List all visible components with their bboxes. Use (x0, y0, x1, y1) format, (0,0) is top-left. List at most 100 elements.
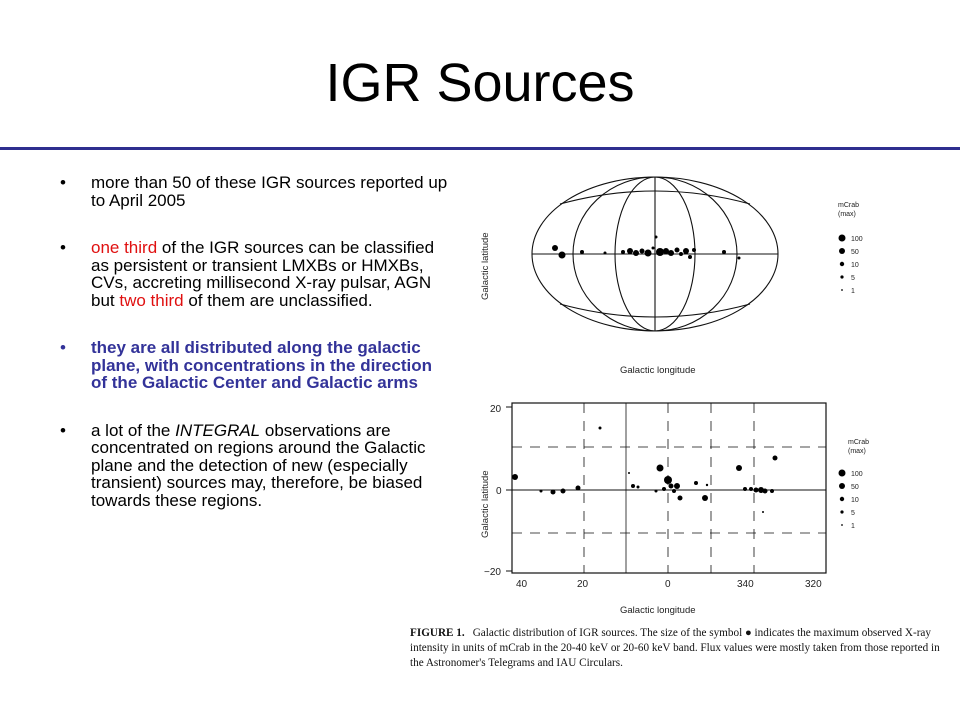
source-point (679, 252, 683, 256)
source-point (683, 248, 689, 254)
legend-value: 50 (851, 484, 859, 491)
x-tick-label: 320 (805, 579, 822, 590)
source-point (663, 248, 669, 254)
top-xlabel: Galactic longitude (620, 365, 696, 376)
bullet-dot: • (60, 173, 66, 192)
y-tick-label: 0 (496, 486, 502, 497)
legend-value: 1 (851, 288, 855, 295)
legend-mark (838, 234, 846, 242)
source-point (705, 483, 709, 487)
bottom-ylabel: Galactic latitude (480, 470, 491, 538)
source-point (654, 235, 658, 239)
source-point (692, 248, 696, 252)
source-point (758, 487, 764, 493)
y-tick-label: −20 (484, 567, 501, 578)
legend-value: 5 (851, 275, 855, 282)
legend-value: 1 (851, 523, 855, 530)
legend-mark (838, 469, 846, 477)
bullet-item: • more than 50 of these IGR sources repo… (56, 174, 448, 209)
source-point (753, 487, 759, 493)
source-point (603, 251, 607, 255)
source-point (656, 464, 664, 472)
bottom-legend: mCrab (max) 100 50 10 5 1 (838, 439, 869, 530)
source-point (627, 248, 633, 254)
source-point (560, 488, 566, 494)
source-point (688, 255, 692, 259)
source-point (639, 248, 645, 254)
source-point (598, 426, 602, 430)
top-sources (552, 235, 741, 260)
y-tick-label: 20 (490, 404, 502, 415)
bullet-text: observations are concentrated on regions… (91, 420, 426, 510)
source-point (762, 511, 764, 513)
source-point (512, 474, 518, 480)
source-point (674, 247, 680, 253)
bullet-text: of them are unclassified. (183, 290, 373, 310)
highlight-red: two third (119, 290, 184, 310)
source-point (770, 489, 774, 493)
bullet-text: more than 50 of these IGR sources report… (91, 173, 448, 210)
source-point (552, 245, 558, 251)
legend-sub: (max) (838, 211, 856, 218)
legend-sub: (max) (848, 448, 866, 455)
bullet-list: • more than 50 of these IGR sources repo… (56, 174, 448, 527)
source-point (743, 487, 747, 491)
source-point (539, 489, 543, 493)
highlight-red: one third (91, 238, 158, 257)
x-tick-label: 20 (577, 579, 589, 590)
integral-italic: INTEGRAL (175, 420, 261, 440)
source-point (628, 472, 630, 474)
legend-value: 10 (851, 497, 859, 504)
source-point (749, 487, 753, 491)
legend-mark (839, 496, 845, 502)
bullet-text: a lot of the (91, 420, 176, 440)
source-point (772, 455, 778, 461)
x-tick-label: 340 (737, 579, 754, 590)
bottom-xlabel: Galactic longitude (620, 605, 696, 616)
bullet-text: of the IGR sources can be classified as … (91, 238, 435, 310)
legend-mark (839, 483, 845, 489)
source-point (702, 495, 708, 501)
caption-label: FIGURE 1. (410, 627, 465, 639)
source-point (737, 256, 741, 260)
source-point (558, 251, 566, 259)
slide-title: IGR Sources (325, 53, 635, 113)
x-tick-label: 0 (665, 579, 671, 590)
legend-value: 50 (851, 249, 859, 256)
bullet-text: they are all distributed along the galac… (91, 338, 432, 392)
x-tick-label: 40 (516, 579, 528, 590)
source-point (736, 465, 742, 471)
source-point (762, 488, 768, 494)
source-point (651, 246, 655, 250)
bullet-item: • a lot of the INTEGRAL observations are… (56, 420, 448, 510)
bottom-sources (512, 426, 778, 513)
source-point (633, 250, 639, 256)
bullet-item: • they are all distributed along the gal… (56, 339, 448, 392)
legend-mark (839, 261, 845, 267)
source-point (644, 249, 652, 257)
source-point (636, 485, 640, 489)
source-point (575, 485, 581, 491)
bullet-dot: • (60, 420, 66, 440)
top-legend: mCrab (max) 100 50 10 5 1 (838, 202, 863, 295)
aitoff-map (531, 176, 779, 332)
source-point (664, 476, 672, 484)
source-point (621, 250, 625, 254)
top-ylabel: Galactic latitude (480, 232, 491, 300)
source-point (654, 489, 658, 493)
source-point (668, 250, 674, 256)
legend-mark (839, 248, 845, 254)
title-divider (0, 147, 960, 150)
figure-caption: FIGURE 1. Galactic distribution of IGR so… (410, 626, 940, 671)
source-point (656, 248, 664, 256)
caption-text: Galactic distribution of IGR sources. Th… (410, 627, 940, 669)
source-point (672, 489, 676, 493)
source-point (668, 483, 674, 489)
legend-mark (840, 510, 844, 514)
bullet-dot: • (60, 338, 66, 357)
legend-value: 100 (851, 471, 863, 478)
source-point (694, 481, 698, 485)
source-point (674, 483, 680, 489)
zoom-plot (506, 402, 827, 574)
legend-mark (840, 275, 844, 279)
